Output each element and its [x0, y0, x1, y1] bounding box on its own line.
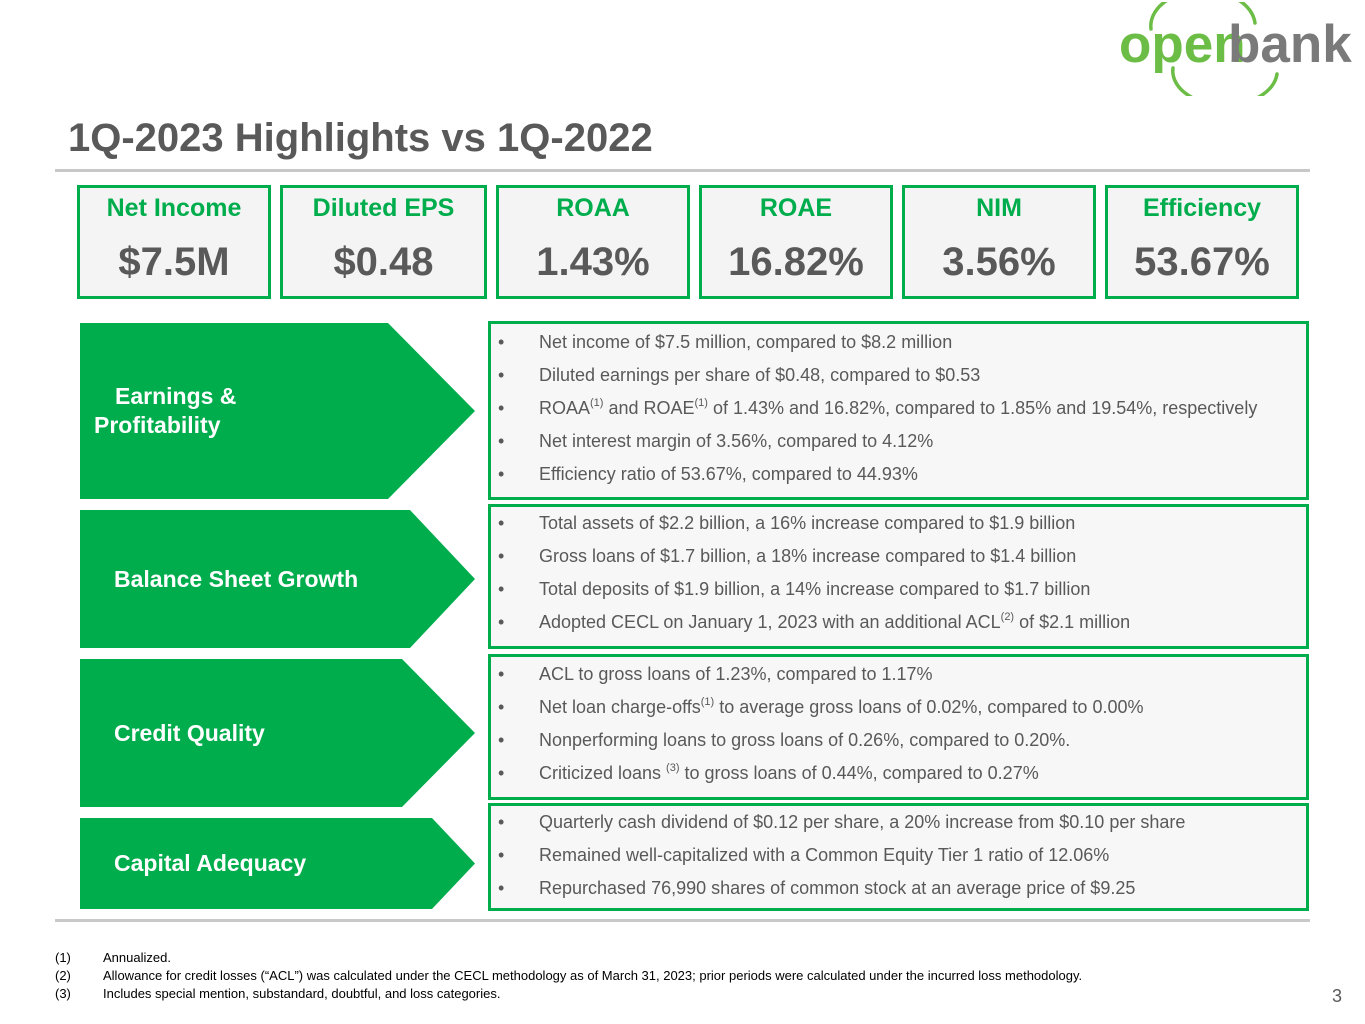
page-title: 1Q-2023 Highlights vs 1Q-2022	[68, 116, 653, 160]
footnote-number: (3)	[55, 986, 71, 1001]
section-label-text: Capital Adequacy	[114, 850, 307, 876]
section-box-earnings: • Net income of $7.5 million, compared to…	[488, 321, 1309, 500]
openbank-logo: open bank	[1119, 2, 1352, 96]
footnote-ref: (1)	[700, 696, 715, 708]
kpi-value: $0.48	[333, 240, 434, 284]
kpi-label: ROAA	[556, 194, 630, 222]
footnote-text: Includes special mention, substandard, d…	[103, 986, 501, 1001]
bullet-icon: •	[498, 664, 505, 684]
footnote-ref: (3)	[666, 762, 680, 774]
bullet-icon: •	[498, 365, 505, 385]
bullet-text: Net income of $7.5 million, compared to …	[539, 332, 953, 352]
kpi-value: 16.82%	[728, 240, 864, 284]
bullet-icon: •	[498, 697, 505, 717]
bullet-text: Adopted CECL on January 1, 2023 with an …	[539, 611, 1131, 632]
kpi-roaa: ROAA 1.43%	[496, 185, 690, 299]
section-label-capital-adequacy: Capital Adequacy	[80, 818, 475, 909]
bullet-text: Net loan charge-offs(1) to average gross…	[539, 696, 1144, 717]
section-label-text: Balance Sheet Growth	[114, 565, 359, 592]
bullet-text: Quarterly cash dividend of $0.12 per sha…	[539, 812, 1186, 832]
bullet-icon: •	[498, 398, 505, 418]
section-label-line: Profitability	[94, 412, 221, 438]
kpi-diluted-eps: Diluted EPS $0.48	[280, 185, 487, 299]
kpi-efficiency: Efficiency 53.67%	[1105, 185, 1299, 299]
bullet-icon: •	[498, 812, 505, 832]
bullet-text: Repurchased 76,990 shares of common stoc…	[539, 878, 1136, 898]
kpi-roae: ROAE 16.82%	[699, 185, 893, 299]
logo-open-text: open	[1119, 15, 1246, 74]
kpi-nim: NIM 3.56%	[902, 185, 1096, 299]
page-number: 3	[1332, 986, 1343, 1006]
bullet-icon: •	[498, 845, 505, 865]
kpi-value: 53.67%	[1134, 240, 1270, 284]
kpi-label: NIM	[976, 194, 1022, 222]
section-label-balance-sheet: Balance Sheet Growth	[80, 510, 475, 648]
bullet-icon: •	[498, 464, 505, 484]
section-box-balance-sheet: • Total assets of $2.2 billion, a 16% inc…	[488, 504, 1309, 649]
bullet-icon: •	[498, 332, 505, 352]
bullet-icon: •	[498, 579, 505, 599]
kpi-label: ROAE	[759, 194, 833, 222]
bullet-text: Nonperforming loans to gross loans of 0.…	[539, 730, 1071, 750]
bullet-icon: •	[498, 878, 505, 898]
section-box-credit-quality: • ACL to gross loans of 1.23%, compared t…	[488, 654, 1309, 800]
kpi-label: Net Income	[106, 194, 242, 222]
bullet-icon: •	[498, 513, 505, 533]
kpi-label: Diluted EPS	[312, 194, 455, 222]
footnote-ref: (1)	[590, 397, 604, 409]
bullet-text: Efficiency ratio of 53.67%, compared to …	[539, 464, 918, 484]
bullet-text: Total assets of $2.2 billion, a 16% incr…	[539, 513, 1076, 533]
logo-bank-text: bank	[1228, 15, 1352, 74]
bullet-icon: •	[498, 763, 505, 783]
kpi-value: $7.5M	[118, 240, 230, 284]
section-box-capital-adequacy: • Quarterly cash dividend of $0.12 per sh…	[488, 803, 1309, 911]
footnote-text: Annualized.	[103, 950, 171, 965]
bullet-text: Gross loans of $1.7 billion, a 18% incre…	[539, 546, 1077, 566]
section-label-earnings: Earnings & Profitability	[80, 323, 475, 499]
footnote-text: Allowance for credit losses (“ACL”) was …	[103, 968, 1083, 983]
kpi-value: 3.56%	[942, 240, 1056, 284]
bullet-icon: •	[498, 612, 505, 632]
section-label-line: Earnings &	[115, 383, 237, 409]
bullet-text: Criticized loans (3) to gross loans of 0…	[539, 762, 1039, 783]
bullet-text: ACL to gross loans of 1.23%, compared to…	[539, 664, 933, 684]
section-label-credit-quality: Credit Quality	[80, 659, 475, 807]
footnote-ref: (2)	[1000, 611, 1015, 623]
bottom-divider	[55, 919, 1310, 922]
bullet-text: ROAA(1) and ROAE(1) of 1.43% and 16.82%,…	[539, 397, 1258, 418]
bullet-icon: •	[498, 431, 505, 451]
footnote-number: (2)	[55, 968, 71, 983]
title-divider	[55, 169, 1310, 172]
footnote-number: (1)	[55, 950, 71, 965]
kpi-net-income: Net Income $7.5M	[77, 185, 271, 299]
kpi-label: Efficiency	[1142, 194, 1262, 222]
bullet-icon: •	[498, 730, 505, 750]
footnote-ref: (1)	[694, 397, 708, 409]
bullet-icon: •	[498, 546, 505, 566]
section-label-text: Credit Quality	[114, 719, 265, 746]
bullet-text: Remained well-capitalized with a Common …	[539, 845, 1110, 865]
bullet-text: Total deposits of $1.9 billion, a 14% in…	[539, 579, 1091, 599]
bullet-text: Net interest margin of 3.56%, compared t…	[539, 431, 934, 451]
kpi-value: 1.43%	[536, 240, 650, 284]
bullet-text: Diluted earnings per share of $0.48, com…	[539, 365, 981, 385]
